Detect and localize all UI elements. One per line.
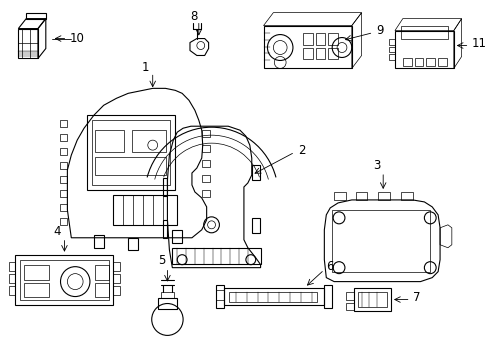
Bar [24, 283, 49, 297]
Bar [414, 58, 423, 67]
Bar [95, 130, 124, 152]
Bar [95, 283, 108, 297]
Bar [87, 115, 175, 190]
Bar [172, 248, 260, 264]
Text: 7: 7 [412, 291, 419, 304]
Text: 11: 11 [470, 37, 486, 50]
Text: 4: 4 [54, 225, 61, 238]
Bar [437, 58, 446, 67]
Bar [315, 32, 325, 45]
Bar [216, 289, 224, 300]
Bar [132, 130, 166, 152]
Text: 9: 9 [376, 24, 383, 37]
Bar [426, 58, 434, 67]
Bar [302, 32, 312, 45]
Bar [327, 48, 337, 59]
Bar [357, 292, 386, 306]
Bar [229, 292, 317, 302]
Text: 2: 2 [297, 144, 305, 157]
Bar [402, 58, 411, 67]
Bar [331, 210, 429, 272]
Bar [160, 292, 174, 298]
Text: 3: 3 [373, 158, 380, 172]
Bar [315, 48, 325, 59]
Bar [113, 195, 177, 225]
Bar [92, 120, 170, 185]
Text: 6: 6 [325, 260, 333, 273]
Bar [95, 157, 166, 175]
Text: 1: 1 [142, 61, 149, 74]
Bar [302, 48, 312, 59]
Bar [157, 298, 177, 310]
Text: 10: 10 [69, 32, 84, 45]
Bar [327, 32, 337, 45]
Text: 8: 8 [190, 10, 197, 23]
Text: 5: 5 [158, 254, 165, 267]
Bar [20, 260, 108, 300]
Bar [95, 265, 108, 280]
Bar [24, 265, 49, 280]
